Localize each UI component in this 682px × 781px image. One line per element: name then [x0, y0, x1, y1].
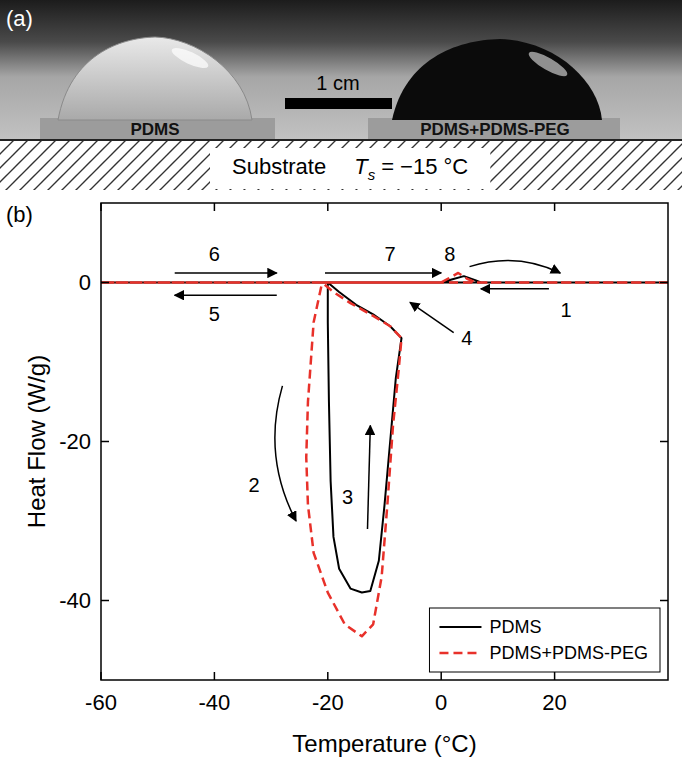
x-axis-title: Temperature (°C) [292, 730, 476, 757]
x-tick-label: -60 [85, 690, 117, 715]
plot-area [101, 273, 668, 636]
substrate-hatch [0, 140, 682, 190]
y-tick [101, 600, 109, 602]
y-tick [660, 600, 668, 602]
temperature-subscript: s [368, 166, 376, 183]
annotation-arrow [175, 272, 277, 274]
y-tick-label: 0 [79, 270, 91, 295]
annotation-label: 8 [444, 243, 455, 265]
annotation-label: 6 [209, 243, 220, 265]
y-tick [660, 441, 668, 443]
droplet-highlight [526, 48, 570, 80]
substrate-word: Substrate [232, 154, 326, 179]
substrate-edge [0, 139, 682, 141]
droplet [58, 37, 252, 120]
figure: 1 cmPDMSPDMS+PDMS-PEG(a)SubstrateTs= −15… [0, 0, 682, 781]
x-tick [327, 672, 329, 680]
temperature-value: = −15 °C [381, 154, 468, 179]
sample-label: PDMS+PDMS-PEG [420, 120, 570, 139]
legend-swatch [439, 626, 481, 628]
y-tick [101, 441, 109, 443]
annotation-arrow [410, 302, 454, 332]
annotation-arrow [470, 260, 561, 273]
y-tick-label: -20 [59, 429, 91, 454]
x-tick [440, 203, 442, 211]
droplet-highlight [169, 44, 210, 72]
chart-panel: -60 -40 -20 0 20 -40 -20 0 Temperature (°C) Heat … [6, 202, 668, 757]
annotation-label: 4 [461, 327, 472, 349]
annotation-label: 7 [385, 243, 396, 265]
x-tick [100, 203, 102, 211]
panel-label: (a) [6, 6, 33, 31]
legend-swatch [439, 652, 481, 655]
x-tick [554, 672, 556, 680]
droplet [392, 39, 602, 120]
annotation-arrow [275, 386, 296, 521]
legend-label: PDMS [489, 617, 541, 637]
series-line [101, 273, 668, 636]
scale-bar-label: 1 cm [316, 72, 359, 94]
x-tick [327, 203, 329, 211]
x-tick [100, 672, 102, 680]
y-tick-label: -40 [59, 588, 91, 613]
plot-frame [101, 203, 668, 680]
x-tick [554, 203, 556, 211]
annotation-label: 2 [249, 474, 260, 496]
annotation-label: 3 [342, 486, 353, 508]
legend-box [429, 608, 660, 672]
annotation-label: 1 [560, 299, 571, 321]
annotation-label: 5 [209, 303, 220, 325]
annotation-arrow [175, 294, 277, 296]
scale-bar [285, 98, 392, 109]
annotation-arrow [367, 426, 370, 529]
x-tick [214, 203, 216, 211]
x-tick [440, 672, 442, 680]
x-tick-label: 0 [435, 690, 447, 715]
x-tick-label: -40 [199, 690, 231, 715]
mesh-patch [40, 118, 275, 140]
x-tick-label: 20 [542, 690, 566, 715]
sample-label: PDMS [130, 120, 179, 139]
substrate-label: SubstrateTs= −15 °C [232, 154, 468, 183]
panel-label: (b) [6, 202, 33, 227]
legend-label: PDMS+PDMS-PEG [489, 643, 648, 663]
annotation-arrow [325, 272, 441, 274]
y-tick [101, 282, 109, 284]
substrate-label-box [210, 148, 490, 189]
mesh-patch [368, 118, 620, 140]
legend: PDMS PDMS+PDMS-PEG [429, 608, 660, 672]
photo-background [0, 0, 682, 140]
photo-panel: 1 cmPDMSPDMS+PDMS-PEG(a)SubstrateTs= −15… [0, 0, 682, 190]
annotation-arrow [481, 288, 549, 290]
y-axis-title: Heat Flow (W/g) [23, 355, 50, 528]
x-tick-label: -20 [312, 690, 344, 715]
substrate-ground [0, 140, 682, 190]
y-tick [660, 282, 668, 284]
x-tick [214, 672, 216, 680]
